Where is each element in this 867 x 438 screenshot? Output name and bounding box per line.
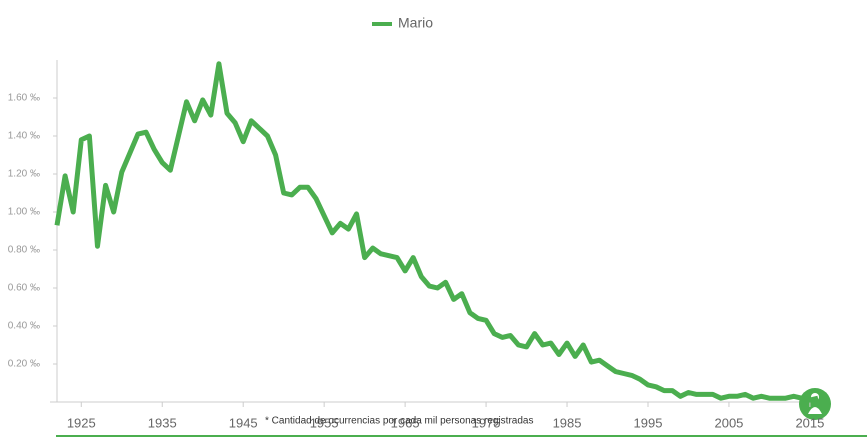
y-tick-label: 1.40 ‰ [8, 131, 40, 142]
y-tick-label: 0.20 ‰ [8, 359, 40, 370]
y-tick-label: 0.40 ‰ [8, 321, 40, 332]
y-tick-label: 0.60 ‰ [8, 283, 40, 294]
y-tick-label: 1.60 ‰ [8, 93, 40, 104]
y-tick-label: 1.00 ‰ [8, 207, 40, 218]
x-tick-label: 1945 [229, 415, 258, 430]
x-tick-label: 1925 [67, 415, 96, 430]
x-tick-label: 2005 [714, 415, 743, 430]
x-tick-label: 1965 [391, 415, 420, 430]
x-tick-label: 1975 [472, 415, 501, 430]
footnote: * Cantidad de ocurrencias por cada mil p… [265, 416, 533, 427]
x-tick-label: 1995 [634, 415, 663, 430]
x-tick-label: 1955 [310, 415, 339, 430]
x-tick-label: 1935 [148, 415, 177, 430]
x-tick-label: 1985 [553, 415, 582, 430]
x-tick-label: 2015 [795, 415, 824, 430]
y-tick-label: 1.20 ‰ [8, 169, 40, 180]
y-tick-label: 0.80 ‰ [8, 245, 40, 256]
data-line [54, 61, 819, 403]
legend-label: Mario [398, 15, 433, 31]
